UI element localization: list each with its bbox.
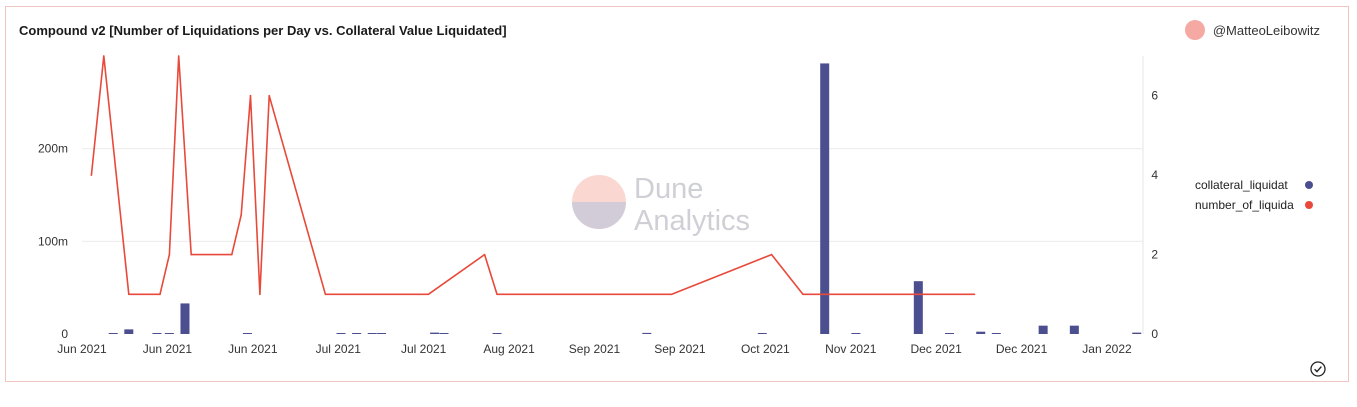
- y-right-tick-label: 4: [1151, 168, 1158, 182]
- legend-dot-number: [1305, 201, 1313, 209]
- bar: [124, 329, 134, 334]
- bar: [913, 281, 923, 334]
- x-tick-label: Jul 2021: [316, 342, 362, 356]
- bar: [976, 331, 986, 334]
- legend-label-number: number_of_liquida: [1195, 198, 1294, 212]
- line-point: [427, 293, 430, 296]
- watermark-line2: Analytics: [634, 205, 750, 237]
- x-tick-label: Nov 2021: [825, 342, 877, 356]
- x-tick-label: Jan 2022: [1082, 342, 1132, 356]
- line-point: [496, 293, 498, 296]
- line-point: [268, 94, 271, 97]
- y-left-tick-label: 100m: [38, 234, 68, 248]
- line-point: [249, 94, 252, 97]
- x-tick-label: Dec 2021: [910, 342, 962, 356]
- legend-item-number[interactable]: number_of_liquida: [1195, 198, 1313, 212]
- line-point: [90, 174, 93, 176]
- line-point: [190, 253, 193, 256]
- bar: [492, 333, 502, 334]
- y-axis-left: 0 100m 200m: [38, 142, 68, 341]
- line-point: [240, 214, 242, 216]
- legend-label-collateral: collateral_liquidat: [1195, 178, 1288, 192]
- bar: [820, 63, 830, 335]
- line-point: [177, 55, 180, 57]
- line-point: [324, 293, 327, 296]
- legend-item-collateral[interactable]: collateral_liquidat: [1195, 178, 1313, 192]
- line-point: [128, 293, 130, 296]
- grid: [82, 148, 1143, 242]
- bar: [1069, 325, 1079, 334]
- series-line: [90, 55, 975, 296]
- bar: [991, 333, 1001, 334]
- x-tick-label: Sep 2021: [569, 342, 621, 356]
- y-right-tick-label: 2: [1151, 248, 1158, 262]
- bar: [152, 333, 162, 334]
- legend-dot-collateral: [1305, 181, 1313, 189]
- watermark: Dune Analytics: [572, 173, 750, 237]
- x-tick-label: Dec 2021: [996, 342, 1048, 356]
- line-point: [973, 293, 976, 296]
- line-point: [159, 293, 161, 296]
- line-point: [802, 293, 804, 296]
- bar: [180, 303, 190, 334]
- line-series: [90, 55, 976, 296]
- author-link[interactable]: @MatteoLeibowitz: [1184, 20, 1320, 40]
- check-circle-icon[interactable]: [1310, 361, 1326, 377]
- line-point: [168, 253, 171, 256]
- bar: [439, 333, 449, 334]
- bar-series: [108, 63, 1142, 335]
- line-point: [230, 253, 233, 256]
- bar: [336, 333, 346, 334]
- y-right-tick-label: 6: [1151, 89, 1158, 103]
- line-point: [670, 293, 673, 296]
- avatar: [1184, 20, 1205, 40]
- x-tick-label: Sep 2021: [654, 342, 706, 356]
- bar: [642, 332, 652, 334]
- x-tick-label: Jun 2021: [143, 342, 193, 356]
- x-tick-label: Aug 2021: [483, 342, 535, 356]
- x-axis: Jun 2021 Jun 2021 Jun 2021 Jul 2021 Jul 2021…: [57, 342, 1132, 356]
- y-left-tick-label: 200m: [38, 142, 68, 156]
- chart-card: Compound v2 [Number of Liquidations per …: [5, 6, 1349, 382]
- line-point: [259, 293, 261, 296]
- y-right-tick-label: 0: [1151, 327, 1158, 341]
- bar: [757, 333, 767, 334]
- y-axis-right: 0 2 4 6: [1142, 56, 1158, 341]
- bar: [430, 332, 440, 334]
- bar: [242, 333, 252, 334]
- bar: [352, 333, 362, 334]
- line-point: [770, 253, 773, 256]
- bar: [851, 333, 861, 334]
- bar: [1132, 332, 1142, 334]
- bar: [1038, 325, 1048, 334]
- x-tick-label: Oct 2021: [741, 342, 790, 356]
- x-tick-label: Jun 2021: [57, 342, 107, 356]
- watermark-line1: Dune: [634, 173, 703, 205]
- x-tick-label: Jun 2021: [228, 342, 278, 356]
- bar: [367, 333, 377, 334]
- y-left-tick-label: 0: [61, 327, 68, 341]
- bar: [945, 333, 955, 334]
- x-tick-label: Jul 2021: [401, 342, 447, 356]
- bar: [377, 333, 387, 334]
- chart-title: Compound v2 [Number of Liquidations per …: [19, 23, 507, 38]
- bar: [164, 333, 174, 334]
- author-name[interactable]: @MatteoLeibowitz: [1212, 22, 1320, 38]
- line-point: [483, 253, 486, 256]
- line-point: [103, 55, 105, 57]
- bar: [108, 333, 118, 334]
